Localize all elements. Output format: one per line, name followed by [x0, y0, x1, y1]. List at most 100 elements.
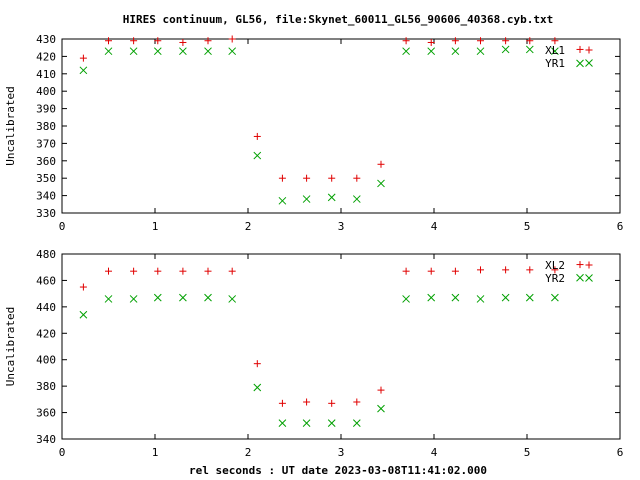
data-point-xl1 — [451, 37, 459, 45]
legend-label: XL1 — [545, 44, 565, 57]
data-point-yr1 — [228, 47, 237, 56]
x-tick-label: 5 — [524, 446, 531, 459]
data-point-yr2 — [104, 295, 113, 303]
data-point-yr1 — [204, 47, 212, 56]
data-point-yr1 — [377, 179, 385, 188]
data-point-yr1 — [278, 196, 287, 205]
data-point-yr2 — [204, 293, 212, 302]
data-point-xl2 — [477, 266, 484, 274]
data-point-xl1 — [105, 37, 112, 45]
data-point-xl1 — [526, 37, 534, 45]
y-ticks-bottom: 340 360 380 400 420 440 460 480 — [36, 248, 620, 446]
data-point-xl1 — [179, 38, 187, 46]
data-point-xl1 — [253, 132, 261, 140]
data-marks-top — [79, 35, 584, 205]
data-point-xl1 — [576, 45, 584, 53]
data-point-yr2 — [377, 404, 385, 413]
data-point-yr2 — [129, 295, 138, 303]
y-tick-label: 410 — [36, 68, 56, 81]
legend-label: XL2 — [545, 259, 565, 272]
x-tick-label: 2 — [245, 446, 252, 459]
y-tick-label: 430 — [36, 33, 56, 46]
data-point-xl2 — [551, 266, 559, 274]
data-point-yr1 — [576, 59, 584, 68]
data-point-yr2 — [352, 419, 361, 427]
data-point-yr2 — [576, 273, 584, 282]
data-point-yr1 — [327, 193, 336, 202]
data-point-xl1 — [402, 37, 410, 45]
data-point-xl1 — [502, 37, 510, 45]
y-tick-label: 420 — [36, 50, 56, 63]
data-point-yr2 — [253, 383, 262, 392]
y-tick-label: 440 — [36, 301, 56, 314]
plot-bottom: 340 360 380 400 420 440 460 480 0 1 2 3 4 5 6 Uncalib… — [4, 248, 623, 459]
data-point-yr2 — [427, 293, 436, 302]
plot-top: 330 340 350 360 370 380 390 400 410 420 430 0 1 2 3 4 5… — [4, 33, 623, 233]
data-point-yr2 — [228, 295, 237, 303]
chart-title: HIRES continuum, GL56, file:Skynet_60011… — [123, 13, 553, 26]
plot-frame-top — [61, 38, 621, 214]
x-tick-label: 3 — [338, 446, 345, 459]
x-tick-label: 0 — [59, 446, 66, 459]
y-tick-label: 400 — [36, 85, 56, 98]
x-ticks-bottom: 0 1 2 3 4 5 6 — [59, 254, 623, 459]
x-tick-label: 3 — [338, 220, 345, 233]
x-tick-label: 4 — [431, 446, 438, 459]
data-point-xl2 — [253, 360, 261, 368]
y-tick-label: 420 — [36, 327, 56, 340]
data-point-xl2 — [204, 267, 212, 275]
legend-marker-xl1 — [585, 46, 593, 54]
data-point-yr1 — [551, 47, 559, 56]
y-axis-label-bottom: Uncalibrated — [4, 307, 17, 386]
data-point-xl2 — [451, 267, 459, 275]
plot-frame-bottom — [61, 253, 621, 440]
data-point-yr2 — [278, 419, 287, 427]
data-point-xl2 — [154, 267, 162, 275]
data-point-yr2 — [525, 293, 534, 302]
data-point-xl2 — [179, 267, 187, 275]
data-marks-bottom — [79, 261, 584, 427]
data-point-yr1 — [525, 45, 534, 54]
data-point-xl1 — [353, 174, 361, 182]
data-point-yr1 — [302, 195, 311, 203]
x-tick-label: 2 — [245, 220, 252, 233]
data-point-yr1 — [352, 195, 361, 203]
x-ticks-top: 0 1 2 3 4 5 6 — [59, 39, 623, 233]
data-point-yr2 — [451, 293, 460, 302]
data-point-xl2 — [576, 261, 584, 269]
y-tick-label: 360 — [36, 407, 56, 420]
x-tick-label: 1 — [152, 446, 159, 459]
y-tick-label: 350 — [36, 172, 56, 185]
data-point-xl1 — [427, 38, 435, 46]
y-tick-label: 380 — [36, 120, 56, 133]
data-point-yr2 — [179, 293, 187, 302]
data-point-xl1 — [551, 37, 559, 45]
data-point-xl2 — [228, 267, 236, 275]
data-point-yr1 — [129, 47, 138, 56]
data-point-yr1 — [402, 47, 410, 56]
legend-label: YR2 — [545, 272, 565, 285]
y-tick-label: 330 — [36, 207, 56, 220]
legend-marker-xl2 — [585, 261, 593, 269]
data-point-yr1 — [253, 151, 262, 160]
data-point-xl2 — [526, 266, 534, 274]
x-axis-label: rel seconds : UT date 2023-03-08T11:41:0… — [189, 464, 487, 477]
data-point-xl1 — [328, 174, 336, 182]
data-point-yr2 — [402, 295, 410, 303]
y-axis-label-top: Uncalibrated — [4, 86, 17, 165]
y-tick-label: 370 — [36, 137, 56, 150]
y-tick-label: 390 — [36, 103, 56, 116]
y-ticks-top: 330 340 350 360 370 380 390 400 410 420 430 — [36, 33, 620, 220]
data-point-xl2 — [402, 267, 410, 275]
data-point-yr1 — [153, 47, 162, 56]
y-tick-label: 340 — [36, 190, 56, 203]
data-point-xl1 — [154, 37, 162, 45]
data-point-xl2 — [303, 398, 311, 406]
x-tick-label: 5 — [524, 220, 531, 233]
legend-marker-yr2 — [585, 274, 593, 282]
y-tick-label: 460 — [36, 274, 56, 287]
data-point-yr1 — [427, 47, 436, 56]
data-point-xl2 — [328, 399, 336, 407]
y-tick-label: 400 — [36, 354, 56, 367]
data-point-yr2 — [79, 310, 88, 319]
